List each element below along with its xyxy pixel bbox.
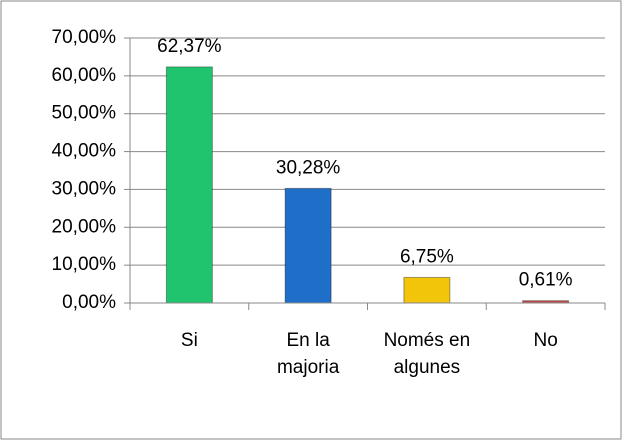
bar [403, 276, 451, 304]
x-tick-label: No [533, 330, 558, 351]
bar [284, 187, 332, 304]
value-label: 6,75% [400, 246, 454, 267]
y-tick-label: 70,00% [52, 27, 117, 48]
y-tick-label: 0,00% [62, 292, 116, 313]
x-tick-label: Si [180, 330, 198, 351]
y-tick-label: 10,00% [52, 254, 117, 275]
value-label: 30,28% [276, 157, 341, 178]
y-tick-label: 60,00% [52, 65, 117, 86]
y-tick-label: 40,00% [52, 141, 117, 162]
x-tick-label: Només en algunes [383, 330, 471, 378]
y-tick-label: 20,00% [52, 216, 117, 237]
bar [165, 66, 213, 304]
value-label: 62,37% [157, 36, 222, 57]
y-tick-label: 30,00% [52, 178, 117, 199]
x-tick-label: En la majoria [276, 330, 340, 378]
y-tick-label: 50,00% [52, 103, 117, 124]
value-label: 0,61% [519, 270, 573, 291]
